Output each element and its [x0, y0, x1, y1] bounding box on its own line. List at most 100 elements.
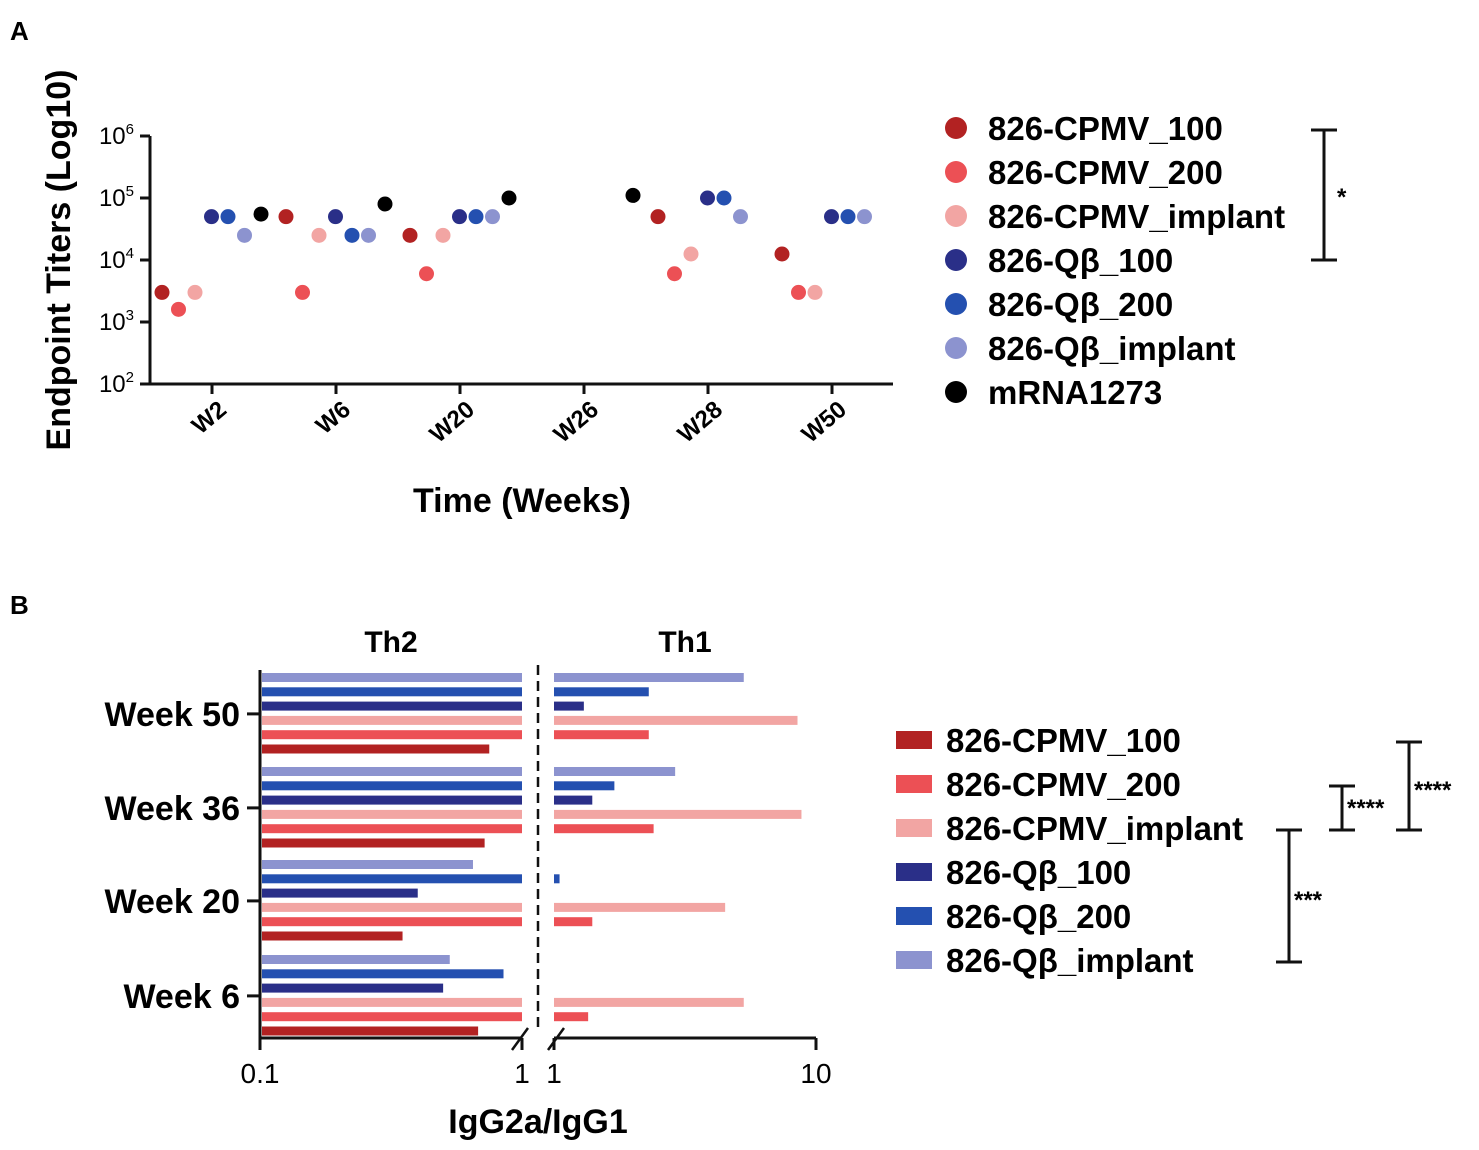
legend-b-label-826-cpmv-200: 826-CPMV_200: [946, 766, 1181, 803]
panel-b-bar-826-qb-implant-week-50-th1: [554, 673, 744, 682]
panel-b-bar-826-qb-200-week-50-th1: [554, 687, 649, 697]
panel-a-point-826-cpmv-200-w6: [295, 284, 310, 300]
panel-a-x-tick-label-w2: W2: [187, 396, 232, 440]
panel-b-bar-826-cpmv-100-week-50: [262, 744, 490, 754]
legend-a-label-826-cpmv-200: 826-CPMV_200: [988, 154, 1223, 191]
panel-a-label: A: [10, 16, 29, 46]
panel-a-y-tick-label: 106: [99, 121, 134, 150]
panel-b-bar-826-cpmv-200-week-6-th1: [554, 1012, 589, 1022]
panel-b-bar-826-cpmv-100-week-6: [262, 1026, 479, 1036]
panel-b-bar-826-qb-200-week-36-th1: [554, 781, 615, 791]
panel-b-group-label-th2: Th2: [364, 626, 417, 659]
panel-a-point-826-cpmv-implant-w28: [683, 246, 699, 262]
legend-b-swatch-826-qb-100: [896, 863, 932, 881]
panel-b-bar-826-cpmv-200-week-50-th2: [262, 730, 522, 740]
panel-a-point-826-qb-200-w6: [344, 227, 360, 243]
panel-b-x-tick-label: 1: [546, 1058, 562, 1089]
panel-a-point-mrna1273-w6: [377, 196, 393, 212]
legend-b-label-826-qb-implant: 826-Qβ_implant: [946, 942, 1194, 979]
panel-b-bar-826-cpmv-200-week-20-th2: [262, 917, 522, 927]
panel-a-point-826-qb-100-w20: [452, 209, 467, 225]
panel-b-x-tick-label: 0.1: [241, 1058, 280, 1089]
panel-a-point-826-cpmv-200-w20: [419, 266, 434, 282]
panel-a-significance-label: *: [1337, 184, 1347, 211]
panel-a-point-826-cpmv-100-w50: [774, 246, 790, 262]
panel-b-bar-826-qb-100-week-6: [262, 983, 444, 993]
panel-b-group-label-th1: Th1: [658, 626, 711, 659]
panel-b-bracket-2: ****: [1396, 740, 1452, 832]
panel-b-bar-826-cpmv-implant-week-6-th2: [262, 997, 522, 1007]
panel-a-point-826-qb-implant-w2: [237, 227, 252, 243]
panel-a-point-826-qb-200-w50: [840, 209, 856, 225]
legend-b-label-826-qb-100: 826-Qβ_100: [946, 854, 1131, 891]
panel-a-point-826-qb-implant-w6: [361, 227, 376, 243]
panel-a-x-tick-label-w26: W26: [549, 396, 604, 448]
panel-b-significance-label-2: ****: [1414, 777, 1452, 804]
panel-a-point-mrna1273-w20: [501, 190, 517, 206]
panel-a-point-826-qb-implant-w20: [485, 209, 500, 225]
panel-a-plot: Endpoint Titers (Log10) Time (Weeks) 102…: [40, 70, 893, 520]
legend-a-label-826-cpmv-implant: 826-CPMV_implant: [988, 198, 1285, 235]
legend-a-label-826-cpmv-100: 826-CPMV_100: [988, 110, 1223, 147]
legend-a-marker-826-qb-100: [945, 249, 967, 271]
panel-b-bar-826-qb-100-week-36-th2: [262, 795, 522, 805]
panel-a-point-826-qb-100-w50: [824, 209, 839, 225]
panel-a-point-826-cpmv-100-w2: [154, 284, 170, 300]
panel-b-bar-826-cpmv-implant-week-36-th1: [554, 809, 802, 819]
panel-b-bar-826-cpmv-200-week-36-th2: [262, 824, 522, 834]
legend-b-swatch-826-cpmv-200: [896, 775, 932, 793]
panel-b-y-label-week-36: Week 36: [105, 790, 240, 828]
panel-a-point-mrna1273-w26: [625, 187, 641, 203]
panel-b-bar-826-cpmv-200-week-50-th1: [554, 730, 649, 740]
panel-a-point-mrna1273-w2: [253, 206, 269, 222]
panel-a-point-826-qb-implant-w50: [857, 209, 872, 225]
panel-b-legend: 826-CPMV_100 826-CPMV_200 826-CPMV_implant…: [896, 722, 1243, 979]
panel-b-bar-826-qb-implant-week-50-th2: [262, 673, 522, 682]
panel-b-bar-826-qb-100-week-50-th2: [262, 701, 522, 711]
panel-b-bar-826-cpmv-implant-week-20-th2: [262, 902, 522, 912]
panel-b-x-tick-label: 10: [800, 1058, 831, 1089]
legend-b-label-826-qb-200: 826-Qβ_200: [946, 898, 1131, 935]
panel-a-x-axis-title: Time (Weeks): [413, 482, 631, 520]
legend-b-swatch-826-cpmv-100: [896, 731, 932, 749]
panel-b-bar-826-qb-200-week-50-th2: [262, 687, 522, 697]
panel-b-x-axis-title: IgG2a/IgG1: [448, 1103, 628, 1141]
legend-a-label-826-qb-200: 826-Qβ_200: [988, 286, 1173, 323]
legend-a-marker-826-cpmv-implant: [945, 205, 967, 227]
legend-a-marker-826-cpmv-200: [945, 161, 967, 183]
panel-a-point-826-cpmv-100-w20: [402, 227, 418, 243]
panel-b-y-label-week-20: Week 20: [105, 883, 240, 921]
panel-a-point-826-qb-100-w6: [328, 209, 343, 225]
panel-b-bar-826-cpmv-200-week-20-th1: [554, 917, 593, 927]
panel-a-point-826-cpmv-implant-w2: [187, 284, 203, 300]
panel-b-bar-826-cpmv-100-week-20: [262, 931, 403, 941]
panel-b-significance-label-1: ****: [1347, 795, 1385, 822]
panel-a-point-826-qb-200-w2: [220, 209, 236, 225]
legend-b-swatch-826-qb-implant: [896, 951, 932, 969]
legend-a-label-826-qb-implant: 826-Qβ_implant: [988, 330, 1236, 367]
panel-a-point-826-cpmv-implant-w50: [807, 284, 823, 300]
legend-b-label-826-cpmv-implant: 826-CPMV_implant: [946, 810, 1243, 847]
panel-a-point-826-qb-100-w2: [204, 209, 219, 225]
panel-a-x-tick-label-w20: W20: [425, 396, 480, 448]
legend-b-label-826-cpmv-100: 826-CPMV_100: [946, 722, 1181, 759]
panel-b-x-tick-label: 1: [514, 1058, 530, 1089]
panel-a-legend: 826-CPMV_100 826-CPMV_200 826-CPMV_implant…: [945, 110, 1285, 411]
legend-b-swatch-826-qb-200: [896, 907, 932, 925]
panel-a-significance-bracket: *: [1311, 128, 1347, 262]
panel-a-y-tick-label: 102: [99, 369, 134, 398]
panel-a-x-tick-label-w6: W6: [311, 396, 356, 440]
panel-b-significance-brackets: **** **** ***: [1276, 740, 1452, 964]
panel-b-bar-826-cpmv-100-week-36: [262, 838, 485, 848]
panel-b-bar-826-cpmv-200-week-6-th2: [262, 1012, 522, 1022]
legend-a-marker-826-cpmv-100: [945, 117, 967, 139]
panel-b-significance-label-3: ***: [1294, 887, 1323, 914]
panel-a-y-tick-label: 104: [99, 245, 134, 274]
panel-a-point-826-cpmv-100-w6: [278, 209, 294, 225]
panel-b-bar-826-cpmv-implant-week-36-th2: [262, 809, 522, 819]
panel-a-point-826-cpmv-200-w2: [171, 301, 186, 317]
legend-a-marker-mrna1273: [945, 381, 967, 403]
panel-b-bar-826-qb-200-week-20-th1: [554, 874, 560, 884]
panel-b-axis-break-marks: [510, 1027, 566, 1051]
